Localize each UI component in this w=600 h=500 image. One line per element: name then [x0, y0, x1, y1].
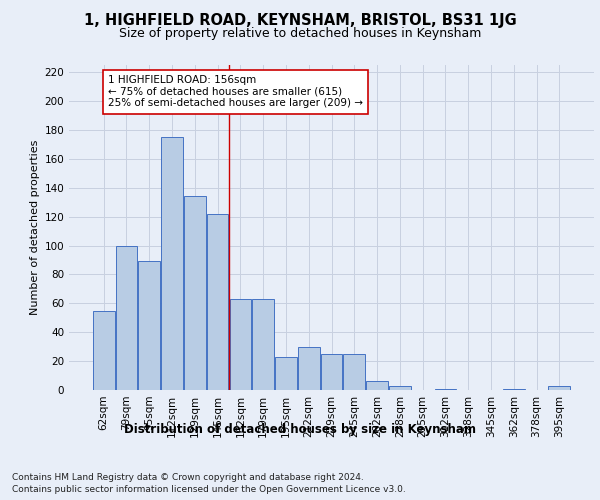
Bar	[116, 246, 137, 390]
Bar	[161, 137, 183, 390]
Bar	[93, 310, 115, 390]
Text: Contains HM Land Registry data © Crown copyright and database right 2024.: Contains HM Land Registry data © Crown c…	[12, 472, 364, 482]
Bar	[207, 214, 229, 390]
Bar	[389, 386, 410, 390]
Text: 1 HIGHFIELD ROAD: 156sqm
← 75% of detached houses are smaller (615)
25% of semi-: 1 HIGHFIELD ROAD: 156sqm ← 75% of detach…	[108, 75, 363, 108]
Bar	[298, 346, 320, 390]
Bar	[139, 262, 160, 390]
Bar	[184, 196, 206, 390]
Bar	[503, 388, 524, 390]
Text: Size of property relative to detached houses in Keynsham: Size of property relative to detached ho…	[119, 28, 481, 40]
Text: Distribution of detached houses by size in Keynsham: Distribution of detached houses by size …	[124, 422, 476, 436]
Bar	[253, 299, 274, 390]
Bar	[366, 382, 388, 390]
Bar	[320, 354, 343, 390]
Bar	[548, 386, 570, 390]
Bar	[275, 357, 297, 390]
Y-axis label: Number of detached properties: Number of detached properties	[30, 140, 40, 315]
Bar	[343, 354, 365, 390]
Text: 1, HIGHFIELD ROAD, KEYNSHAM, BRISTOL, BS31 1JG: 1, HIGHFIELD ROAD, KEYNSHAM, BRISTOL, BS…	[83, 12, 517, 28]
Text: Contains public sector information licensed under the Open Government Licence v3: Contains public sector information licen…	[12, 485, 406, 494]
Bar	[434, 388, 456, 390]
Bar	[230, 299, 251, 390]
